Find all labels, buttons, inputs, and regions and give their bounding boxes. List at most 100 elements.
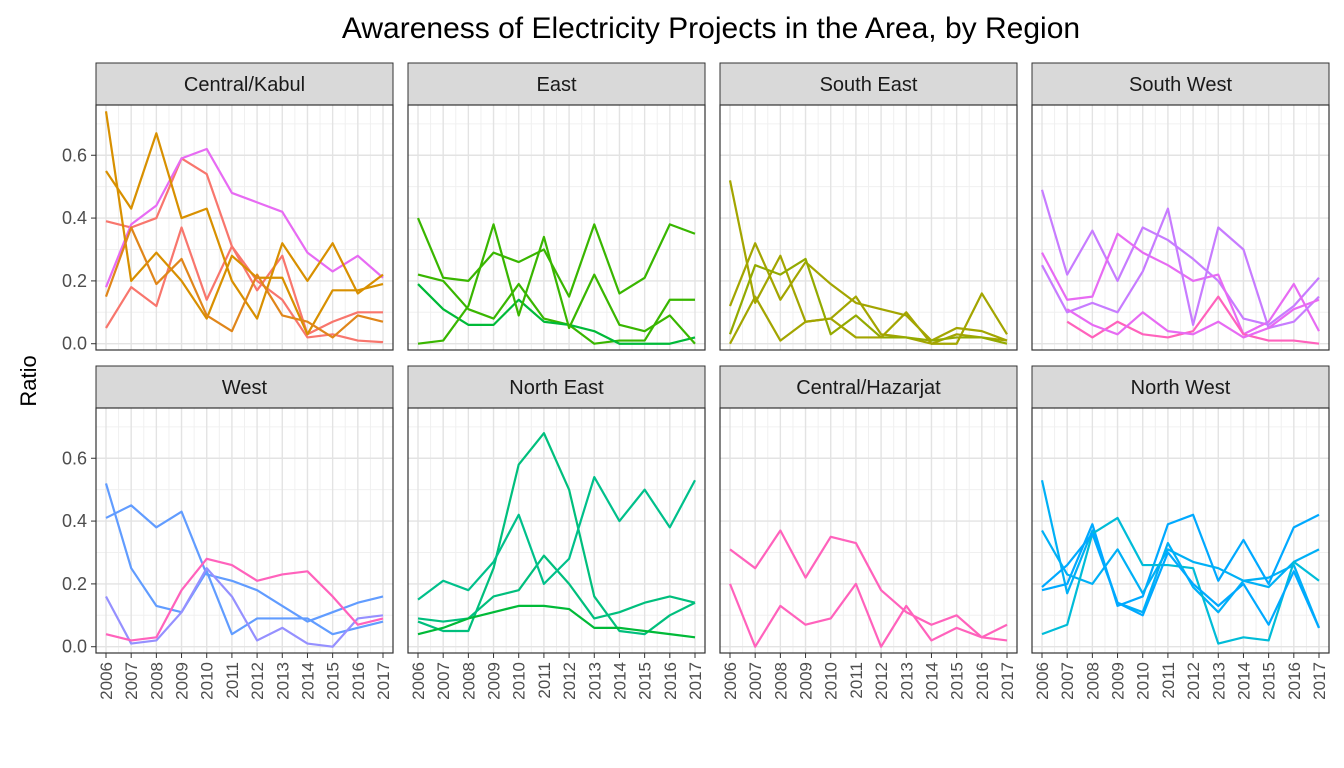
chart-title: Awareness of Electricity Projects in the… <box>342 12 1080 45</box>
series-line-2 <box>105 567 384 648</box>
series-line-1 <box>728 582 1008 648</box>
panel-border <box>1031 104 1330 351</box>
series-line-0 <box>416 217 696 298</box>
x-tick-label: 2010 <box>1134 662 1153 700</box>
x-tick-label: 2012 <box>560 662 579 700</box>
x-tick-label: 2011 <box>1159 662 1178 699</box>
series-line-3 <box>729 292 1008 345</box>
facet-strip <box>95 62 394 106</box>
series-line-3 <box>417 223 696 345</box>
y-tick-label: 0.4 <box>62 208 87 228</box>
x-tick-label: 2007 <box>122 662 141 700</box>
x-tick-label: 2014 <box>610 662 629 700</box>
series-line-1 <box>1041 232 1320 336</box>
x-tick-label: 2006 <box>97 662 116 700</box>
facet-panel-5: North East 2006 2007 2008 2009 2010 2011 2012 20… <box>407 365 706 700</box>
series-line-3 <box>105 557 384 642</box>
y-axis-label: Ratio <box>16 355 41 406</box>
series-line-1 <box>417 273 695 345</box>
x-tick-label: 2009 <box>797 662 816 700</box>
x-tick-label: 2015 <box>948 662 967 700</box>
series-line-2 <box>417 476 696 601</box>
series-line-1 <box>1041 513 1320 607</box>
x-tick-label: 2007 <box>434 662 453 700</box>
x-tick-label: 2007 <box>746 662 765 700</box>
facet-strip-label: West <box>222 377 268 399</box>
x-tick-label: 2009 <box>1109 662 1128 700</box>
facet-strip-label: North West <box>1131 377 1231 399</box>
y-tick-label: 0.2 <box>62 574 87 594</box>
x-tick-label: 2011 <box>223 662 242 699</box>
series-line-5 <box>104 226 384 339</box>
facet-strip-label: Central/Hazarjat <box>796 377 941 399</box>
y-tick-label: 0.4 <box>62 511 87 531</box>
facet-strip-label: Central/Kabul <box>184 74 305 96</box>
facet-strip-label: North East <box>509 377 604 399</box>
series-line-1 <box>728 242 1008 342</box>
x-tick-label: 2009 <box>173 662 192 700</box>
series-line-2 <box>417 283 696 345</box>
x-tick-label: 2012 <box>248 662 267 700</box>
x-tick-label: 2007 <box>1058 662 1077 700</box>
x-tick-label: 2008 <box>1083 662 1102 700</box>
x-tick-label: 2017 <box>686 662 705 700</box>
facet-strip <box>95 365 394 409</box>
facet-panels: Central/Kabul 0.0 0.2 0.4 0.6 East South East S… <box>62 62 1330 700</box>
series-line-4 <box>105 132 384 320</box>
x-tick-label: 2006 <box>1033 662 1052 700</box>
x-tick-label: 2011 <box>535 662 554 699</box>
x-tick-label: 2006 <box>721 662 740 700</box>
x-tick-label: 2015 <box>324 662 343 700</box>
y-tick-label: 0.0 <box>62 637 87 657</box>
facet-strip <box>407 62 706 106</box>
y-tick-label: 0.0 <box>62 334 87 354</box>
x-tick-label: 2008 <box>771 662 790 700</box>
series-line-4 <box>1041 532 1321 629</box>
x-tick-label: 2012 <box>872 662 891 700</box>
y-tick-label: 0.6 <box>62 448 87 468</box>
x-tick-label: 2013 <box>1209 662 1228 700</box>
x-tick-label: 2016 <box>973 662 992 700</box>
x-tick-label: 2014 <box>922 662 941 700</box>
x-tick-label: 2008 <box>147 662 166 700</box>
series-line-1 <box>104 483 384 636</box>
x-tick-label: 2008 <box>459 662 478 700</box>
series-line-2 <box>105 226 383 336</box>
facet-panel-1: East <box>407 62 706 351</box>
series-line-3 <box>1066 295 1320 345</box>
series-line-3 <box>417 604 696 639</box>
panel-border <box>95 407 394 654</box>
facet-panel-7: North West 2006 2007 2008 2009 2010 2011 2012 20… <box>1031 365 1330 700</box>
panel-border <box>407 104 706 351</box>
x-tick-label: 2015 <box>1260 662 1279 700</box>
x-tick-label: 2017 <box>374 662 393 700</box>
series-line-0 <box>1040 189 1320 326</box>
x-tick-label: 2016 <box>1285 662 1304 700</box>
panel-border <box>1031 407 1330 654</box>
x-tick-label: 2011 <box>847 662 866 699</box>
x-tick-label: 2010 <box>510 662 529 700</box>
panel-border <box>719 104 1018 351</box>
x-tick-label: 2014 <box>1234 662 1253 700</box>
series-line-0 <box>105 504 384 623</box>
panel-border <box>719 407 1018 654</box>
series-line-0 <box>729 529 1008 639</box>
series-line-4 <box>1066 298 1320 339</box>
x-tick-label: 2013 <box>273 662 292 700</box>
facet-panel-2: South East <box>719 62 1018 351</box>
x-tick-label: 2013 <box>585 662 604 700</box>
x-tick-label: 2009 <box>485 662 504 700</box>
x-tick-label: 2017 <box>998 662 1017 700</box>
facet-strip <box>1031 62 1330 106</box>
x-tick-label: 2012 <box>1184 662 1203 700</box>
x-tick-label: 2016 <box>661 662 680 700</box>
x-tick-label: 2010 <box>198 662 217 700</box>
facet-strip <box>407 365 706 409</box>
x-tick-label: 2016 <box>349 662 368 700</box>
facet-strip <box>1031 365 1330 409</box>
facet-panel-6: Central/Hazarjat 2006 2007 2008 2009 2010 2011… <box>719 365 1018 700</box>
facet-strip-label: East <box>536 74 576 96</box>
facet-panel-3: South West <box>1031 62 1330 351</box>
x-tick-label: 2010 <box>822 662 841 700</box>
